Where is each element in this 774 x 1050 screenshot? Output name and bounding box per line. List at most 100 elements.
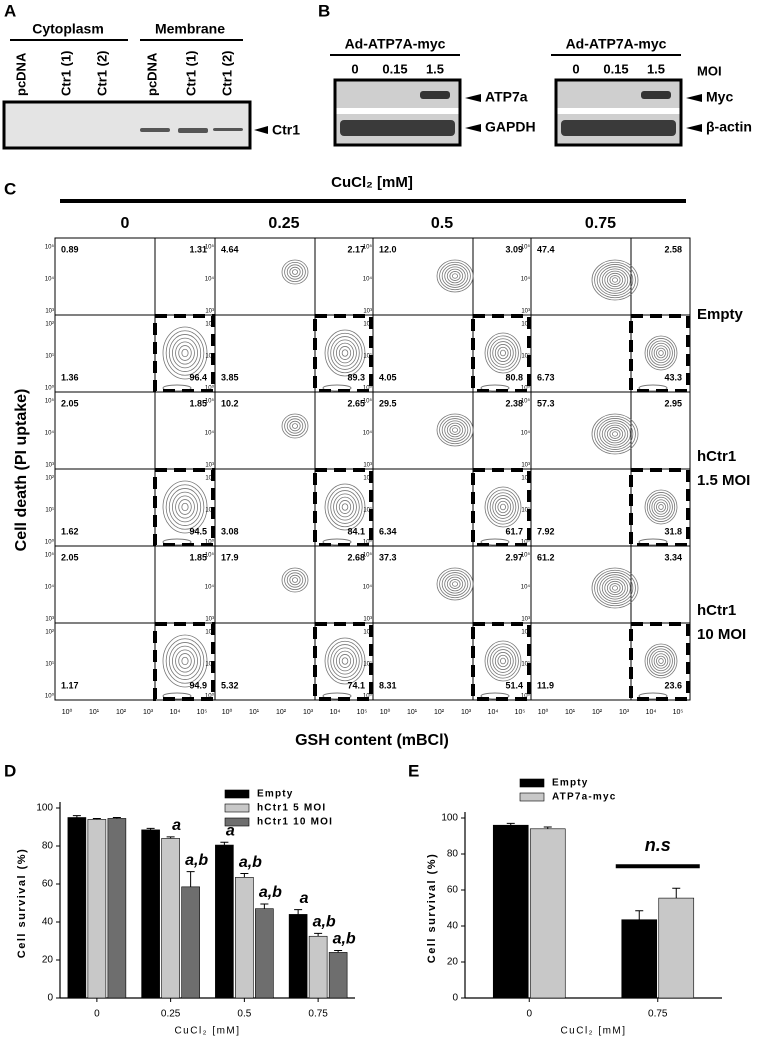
contour (336, 650, 354, 672)
y-tick-label: 10⁴ (45, 584, 55, 591)
y-tick-label: 10⁵ (363, 244, 373, 251)
contour (284, 261, 306, 282)
quadrant-value: 11.9 (537, 680, 554, 690)
contour (594, 415, 636, 453)
x-tick-label: 10⁴ (488, 709, 499, 716)
contour (601, 422, 629, 446)
y-tick-label: 10⁵ (363, 398, 373, 405)
gate (471, 468, 531, 547)
y-tick-label: 0 (452, 993, 458, 1004)
y-tick-label: 10⁰ (521, 693, 531, 700)
contour (484, 486, 522, 528)
gate (313, 622, 373, 701)
significance-label: a (300, 890, 309, 907)
contour (284, 570, 306, 591)
contour (444, 574, 466, 594)
lane-label: Ctr1 (2) (219, 50, 234, 96)
contour (281, 259, 309, 285)
y-tick-label: 10⁵ (45, 552, 55, 559)
contour (178, 499, 192, 515)
concentration-label: 0.75 (585, 215, 616, 232)
panel-label: B (318, 1, 330, 20)
x-tick-label: 0.75 (308, 1009, 328, 1020)
contour (284, 415, 306, 436)
y-axis-label: Cell survival (%) (16, 848, 28, 958)
x-tick-label: 10⁰ (222, 708, 233, 716)
band (178, 128, 208, 133)
legend-swatch (519, 792, 545, 802)
y-tick-label: 10³ (363, 463, 372, 469)
significance-label: a,b (259, 884, 282, 901)
gate (471, 622, 531, 701)
contour (322, 538, 352, 546)
y-tick-label: 10⁰ (205, 539, 215, 546)
y-tick-label: 10⁰ (45, 385, 55, 392)
y-tick-label: 10⁰ (363, 539, 373, 546)
error-bar (635, 910, 644, 920)
construct-label: Ad-ATP7A-myc (345, 36, 446, 52)
annotation: n.s (645, 835, 671, 855)
arrow (465, 94, 481, 102)
band-label: Myc (706, 89, 733, 105)
x-tick-label: 10³ (619, 709, 630, 716)
y-tick-label: 10⁴ (521, 276, 531, 283)
contour (286, 572, 304, 588)
dose-unit: MOI (697, 63, 722, 78)
dose-label: 0 (572, 61, 579, 76)
dose-label: 0 (351, 61, 358, 76)
significance-label: a,b (239, 854, 262, 871)
y-tick-label: 10⁵ (521, 552, 531, 559)
y-tick-label: 10² (45, 630, 54, 636)
band-label: Ctr1 (272, 122, 300, 138)
quadrant-value: 31.8 (664, 526, 682, 536)
contour (480, 538, 510, 546)
blot (2, 100, 252, 150)
error-bar (240, 873, 249, 878)
contour (289, 574, 301, 586)
x-tick-label: 10⁰ (380, 708, 391, 716)
blot-gap (336, 108, 459, 114)
contour (439, 415, 471, 445)
quadrant-value: 3.85 (221, 372, 239, 382)
contour (604, 424, 626, 444)
significance-label: a,b (313, 914, 336, 931)
bar (529, 828, 566, 999)
legend-label: hCtr1 5 MOI (257, 803, 326, 814)
contour (644, 335, 678, 371)
x-tick-label: 10⁴ (170, 709, 181, 716)
contour (500, 657, 506, 665)
y-tick-label: 10⁴ (521, 430, 531, 437)
contour (327, 332, 363, 374)
y-tick-label: 10⁴ (363, 276, 373, 283)
contour (341, 503, 349, 511)
significance-label: a (226, 822, 235, 839)
quadrant-value: 2.05 (61, 398, 79, 408)
construct-label: Ad-ATP7A-myc (566, 36, 667, 52)
y-tick-label: 10² (363, 630, 372, 636)
contour (612, 431, 618, 437)
contour (324, 483, 366, 531)
contour (439, 261, 471, 291)
x-tick-label: 10³ (303, 709, 314, 716)
contour (606, 272, 624, 288)
y-tick-label: 10¹ (205, 508, 214, 514)
quadrant-value: 61.2 (537, 552, 555, 562)
bar (141, 829, 160, 999)
y-tick-label: 10¹ (363, 508, 372, 514)
contour (324, 637, 366, 685)
contour (333, 493, 357, 521)
y-tick-label: 10⁵ (521, 244, 531, 251)
quadrant-value: 0.89 (61, 244, 79, 254)
quadrant-value: 17.9 (221, 552, 239, 562)
y-tick-label: 100 (36, 803, 53, 814)
quadrant-value: 84.1 (347, 526, 365, 536)
y-tick-label: 10⁴ (521, 584, 531, 591)
error-bar (146, 827, 155, 830)
quadrant-value: 23.6 (664, 680, 682, 690)
contour (452, 581, 458, 587)
legend-label: hCtr1 10 MOI (257, 817, 333, 828)
y-tick-label: 20 (447, 957, 459, 968)
contour (436, 567, 474, 601)
quadrant-value: 6.34 (379, 526, 397, 536)
contour (172, 491, 198, 523)
